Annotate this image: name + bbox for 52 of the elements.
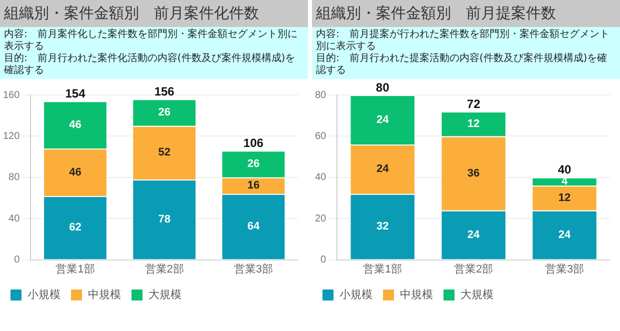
total-label: 154 xyxy=(65,86,86,100)
legend-label: 小規模 xyxy=(340,288,372,302)
legend-label: 大規模 xyxy=(148,288,182,302)
legend-label: 中規模 xyxy=(88,288,121,302)
total-label: 156 xyxy=(154,84,175,98)
data-label: 24 xyxy=(376,114,390,126)
y-tick-label: 80 xyxy=(315,90,327,101)
data-label: 4 xyxy=(561,176,568,188)
x-tick-label: 営業3部 xyxy=(234,262,274,276)
data-label: 24 xyxy=(467,228,481,241)
y-tick-label: 0 xyxy=(320,254,327,266)
total-label: 80 xyxy=(376,80,390,94)
legend-label: 中規模 xyxy=(400,288,433,302)
x-tick-label: 営業3部 xyxy=(544,262,584,276)
y-tick-label: 40 xyxy=(8,213,20,224)
x-tick-label: 営業1部 xyxy=(363,262,402,276)
text: 内容: 前月提案が行われた案件数を部門別・案件金額セグメント別に表示する xyxy=(316,29,610,52)
text: 目的: 前月行われた案件化活動の内容(件数及び案件規模構成)を確認する xyxy=(4,53,296,77)
legend-label: 大規模 xyxy=(460,288,494,302)
total-label: 40 xyxy=(558,162,572,177)
y-tick-label: 20 xyxy=(315,213,327,224)
data-label: 26 xyxy=(158,106,170,119)
chart-title: 組織別・案件金額別 前月提案件数 xyxy=(312,0,620,27)
x-tick-label: 営業2部 xyxy=(454,262,494,276)
data-label: 36 xyxy=(467,167,480,180)
data-label: 24 xyxy=(558,228,572,241)
y-tick-label: 40 xyxy=(315,172,327,184)
y-tick-label: 0 xyxy=(14,254,20,266)
data-label: 26 xyxy=(247,158,260,170)
y-tick-label: 160 xyxy=(2,90,20,101)
data-label: 24 xyxy=(376,163,390,176)
data-label: 78 xyxy=(158,213,170,226)
data-label: 52 xyxy=(158,146,170,159)
x-tick-label: 営業1部 xyxy=(56,262,95,276)
x-tick-label: 営業2部 xyxy=(144,262,184,276)
legend-label: 小規模 xyxy=(28,288,60,302)
data-label: 62 xyxy=(69,222,82,234)
chart-title: 組織別・案件金額別 前月案件化件数 xyxy=(0,0,308,27)
text: 内容: 前月案件化した案件数を部門別・案件金額セグメント別に表示する xyxy=(4,29,298,52)
data-label: 46 xyxy=(69,166,82,178)
data-label: 32 xyxy=(376,220,389,233)
data-label: 12 xyxy=(558,192,571,204)
data-label: 12 xyxy=(467,118,480,130)
total-label: 72 xyxy=(466,96,481,111)
text: 目的: 前月行われた提案活動の内容(件数及び案件規模構成)を確認する xyxy=(316,53,608,77)
y-tick-label: 60 xyxy=(315,130,327,142)
y-tick-label: 80 xyxy=(8,172,20,184)
y-tick-label: 120 xyxy=(2,130,20,142)
total-label: 106 xyxy=(243,136,264,150)
data-label: 46 xyxy=(69,118,82,131)
data-label: 16 xyxy=(247,180,260,192)
data-label: 64 xyxy=(247,220,260,233)
